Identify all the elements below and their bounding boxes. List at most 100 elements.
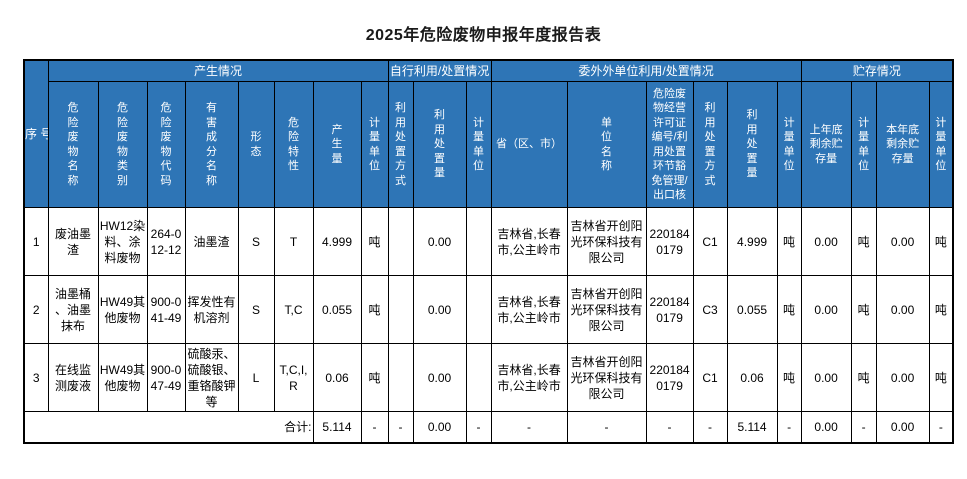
total-cell: 5.114 [312, 411, 362, 443]
table-cell: 吉林省开创阳光环保科技有限公司 [566, 343, 647, 412]
col-header-current-year-storage: 本年底 剩余贮 存量 [875, 81, 930, 208]
table-cell: 吨 [776, 207, 802, 276]
table-cell [387, 343, 414, 412]
col-header-outsourced-disposal-method: 利 用 处 置 方 式 [692, 81, 728, 208]
col-header-outsourced-disposal-amount: 利 用 处 置 量 [726, 81, 778, 208]
total-cell: - [928, 411, 954, 443]
table-cell: 吨 [928, 343, 954, 412]
table-cell: 2201840179 [645, 275, 694, 344]
table-cell: 吨 [360, 275, 389, 344]
group-header-outsourced-disposal: 委外外单位利用/处置情况 [490, 59, 802, 82]
hazardous-waste-report-table: 序 号 产生情况 自行利用/处置情况 委外外单位利用/处置情况 贮存情况 危 险… [23, 59, 955, 444]
table-cell: 0.06 [726, 343, 778, 412]
group-header-self-disposal: 自行利用/处置情况 [387, 59, 492, 82]
report-page: 2025年危险废物申报年度报告表 序 号 产生情况 自行利用/处置情况 委外外单… [0, 21, 967, 444]
total-cell: - [490, 411, 568, 443]
total-cell: 5.114 [726, 411, 778, 443]
table-cell: L [237, 343, 275, 412]
table-cell: 0.00 [412, 275, 467, 344]
table-cell: 吨 [850, 207, 877, 276]
col-header-physical-form: 形 态 [237, 81, 275, 208]
col-header-self-disposal-method: 利 用 处 置 方 式 [387, 81, 414, 208]
table-cell: T,C [273, 275, 314, 344]
total-cell: - [692, 411, 728, 443]
table-cell: 0.00 [800, 275, 852, 344]
total-cell: - [645, 411, 694, 443]
table-cell: 0.06 [312, 343, 362, 412]
total-cell: - [776, 411, 802, 443]
column-header-row: 危 险 废 物 名 称 危 险 废 物 类 别 危 险 废 物 代 码 有 害 … [24, 81, 954, 208]
total-cell: - [387, 411, 414, 443]
group-header-storage: 贮存情况 [800, 59, 954, 82]
page-title: 2025年危险废物申报年度报告表 [365, 27, 602, 44]
total-cell: 0.00 [800, 411, 852, 443]
table-cell: 吨 [360, 207, 389, 276]
group-header-generation: 产生情况 [47, 59, 389, 82]
table-cell: 0.00 [875, 275, 930, 344]
table-cell: 1 [23, 207, 49, 276]
table-cell: 0.00 [800, 207, 852, 276]
table-cell: 2201840179 [645, 207, 694, 276]
table-cell: C1 [692, 207, 728, 276]
table-body: 1 废油墨渣 HW12染料、涂料废物 264-012-12 油墨渣 S T 4.999 吨 0.0… [23, 207, 954, 443]
table-cell: 0.00 [875, 343, 930, 412]
col-header-unit-2: 计 量 单 位 [465, 81, 492, 208]
col-header-waste-name: 危 险 废 物 名 称 [47, 81, 99, 208]
col-header-province: 省（区、市） [490, 81, 568, 208]
table-cell: 吨 [360, 343, 389, 412]
table-cell [465, 343, 492, 412]
col-header-unit-3: 计 量 单 位 [776, 81, 802, 208]
table-cell: HW49其他废物 [97, 343, 148, 412]
table-header: 序 号 产生情况 自行利用/处置情况 委外外单位利用/处置情况 贮存情况 危 险… [23, 59, 954, 208]
table-cell: S [237, 275, 275, 344]
table-cell: 900-047-49 [146, 343, 186, 412]
table-cell: 吨 [850, 275, 877, 344]
table-cell: 0.00 [800, 343, 852, 412]
table-cell: 4.999 [726, 207, 778, 276]
table-cell: 挥发性有机溶剂 [184, 275, 239, 344]
total-label: 合计: [23, 411, 314, 443]
table-cell: 吨 [776, 343, 802, 412]
table-cell: 0.00 [412, 207, 467, 276]
col-header-hazard-trait: 危 险 特 性 [273, 81, 314, 208]
table-cell: 吉林省,长春市,公主岭市 [490, 275, 568, 344]
table-cell: HW49其他废物 [97, 275, 148, 344]
table-cell: 吨 [928, 207, 954, 276]
group-header-row: 序 号 产生情况 自行利用/处置情况 委外外单位利用/处置情况 贮存情况 [23, 59, 954, 208]
table-cell: T,C,I,R [273, 343, 314, 412]
table-cell [465, 207, 492, 276]
col-header-unit-1: 计 量 单 位 [360, 81, 389, 208]
table-cell: 吉林省,长春市,公主岭市 [490, 343, 568, 412]
table-cell: 3 [23, 343, 49, 412]
table-cell: C3 [692, 275, 728, 344]
table-cell: 0.00 [875, 207, 930, 276]
table-cell: 硫酸汞、硫酸银、重铬酸钾等 [184, 343, 239, 412]
table-cell: 吨 [776, 275, 802, 344]
table-row: 2 油墨桶、油墨抹布 HW49其他废物 900-041-49 挥发性有机溶剂 S T,C 0.… [23, 275, 954, 344]
col-header-serial-no: 序 号 [23, 59, 49, 208]
table-cell: 2201840179 [645, 343, 694, 412]
total-cell: - [850, 411, 877, 443]
table-cell: 264-012-12 [146, 207, 186, 276]
table-cell: S [237, 207, 275, 276]
table-cell: 废油墨渣 [47, 207, 99, 276]
total-cell: - [566, 411, 647, 443]
table-cell [465, 275, 492, 344]
table-cell: 4.999 [312, 207, 362, 276]
col-header-unit-name: 单 位 名 称 [566, 81, 647, 208]
total-cell: - [360, 411, 389, 443]
col-header-self-disposal-amount: 利 用 处 置 量 [412, 81, 467, 208]
table-cell: 吨 [928, 275, 954, 344]
table-cell: 油墨桶、油墨抹布 [47, 275, 99, 344]
col-header-waste-category: 危 险 废 物 类 别 [97, 81, 148, 208]
table-cell: 0.055 [726, 275, 778, 344]
table-cell: HW12染料、涂料废物 [97, 207, 148, 276]
table-cell: 0.00 [412, 343, 467, 412]
col-header-license-no: 危险废 物经营 许可证 编号/利 用处置 环节豁 免管理/ 出口核 [645, 81, 694, 208]
total-cell: 0.00 [875, 411, 930, 443]
table-cell: 900-041-49 [146, 275, 186, 344]
table-cell: 油墨渣 [184, 207, 239, 276]
table-cell: 吉林省,长春市,公主岭市 [490, 207, 568, 276]
table-cell: 0.055 [312, 275, 362, 344]
table-cell: 在线监测废液 [47, 343, 99, 412]
